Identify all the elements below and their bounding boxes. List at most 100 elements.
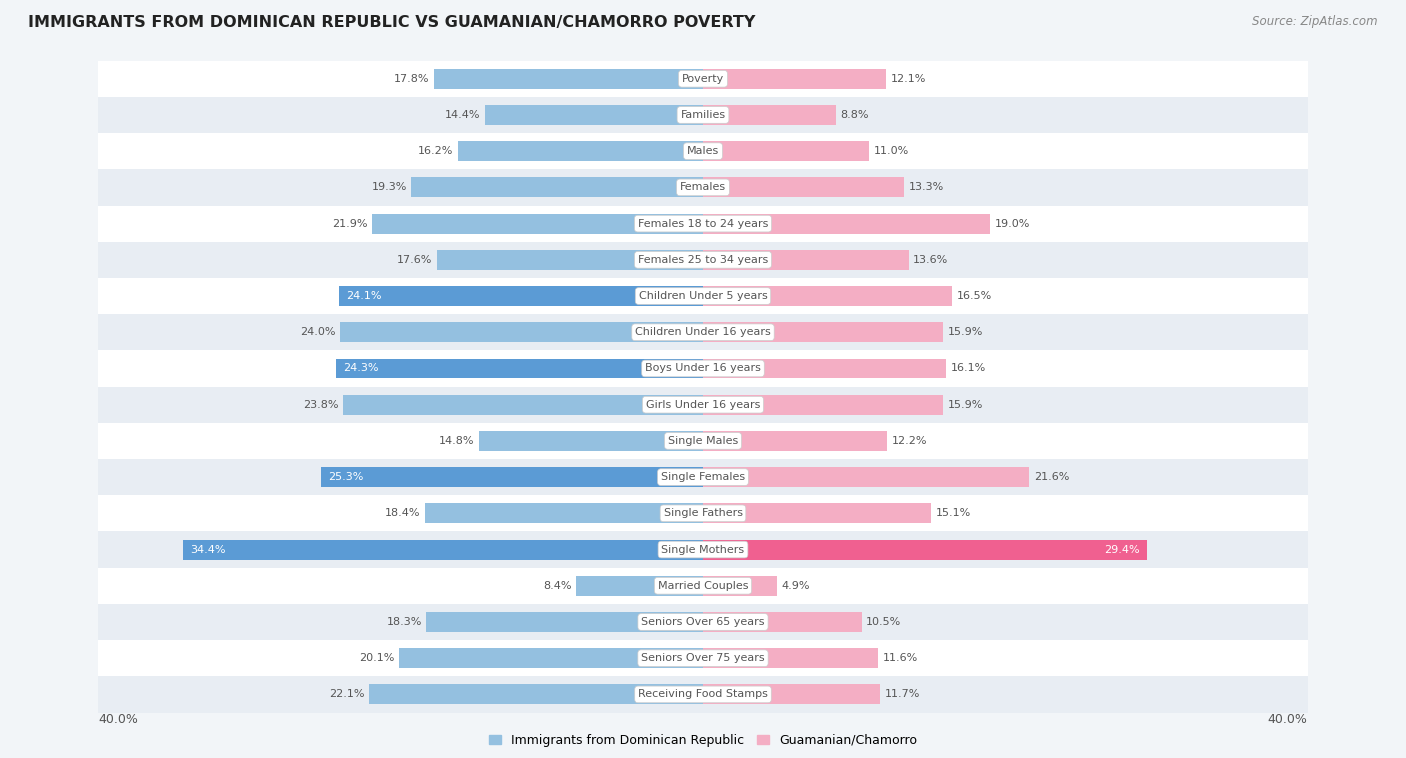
Bar (339, 286, 703, 306)
Bar (703, 503, 931, 523)
Bar (425, 503, 703, 523)
Bar (703, 359, 946, 378)
Bar (703, 141, 869, 161)
Text: 17.8%: 17.8% (394, 74, 429, 83)
Bar (98, 387, 1308, 423)
Text: 25.3%: 25.3% (328, 472, 364, 482)
Bar (399, 648, 703, 668)
Text: 21.9%: 21.9% (332, 218, 367, 229)
Text: 8.4%: 8.4% (543, 581, 571, 590)
Text: Children Under 5 years: Children Under 5 years (638, 291, 768, 301)
Bar (98, 133, 1308, 169)
Text: 40.0%: 40.0% (98, 713, 138, 725)
Text: 17.6%: 17.6% (396, 255, 433, 265)
Bar (703, 684, 880, 704)
Bar (703, 214, 990, 233)
Text: 11.7%: 11.7% (884, 690, 920, 700)
Text: IMMIGRANTS FROM DOMINICAN REPUBLIC VS GUAMANIAN/CHAMORRO POVERTY: IMMIGRANTS FROM DOMINICAN REPUBLIC VS GU… (28, 15, 755, 30)
Text: 15.9%: 15.9% (948, 327, 983, 337)
Text: Families: Families (681, 110, 725, 120)
Bar (321, 467, 703, 487)
Text: 16.1%: 16.1% (950, 364, 986, 374)
Text: 12.2%: 12.2% (891, 436, 928, 446)
Bar (434, 69, 703, 89)
Text: 22.1%: 22.1% (329, 690, 364, 700)
Bar (703, 177, 904, 197)
Bar (703, 648, 879, 668)
Bar (485, 105, 703, 125)
Legend: Immigrants from Dominican Republic, Guamanian/Chamorro: Immigrants from Dominican Republic, Guam… (484, 728, 922, 752)
Text: Single Males: Single Males (668, 436, 738, 446)
Text: 19.0%: 19.0% (994, 218, 1031, 229)
Bar (458, 141, 703, 161)
Bar (98, 676, 1308, 713)
Bar (340, 322, 703, 342)
Text: Boys Under 16 years: Boys Under 16 years (645, 364, 761, 374)
Bar (98, 314, 1308, 350)
Text: 34.4%: 34.4% (191, 544, 226, 555)
Text: 40.0%: 40.0% (1268, 713, 1308, 725)
Text: Girls Under 16 years: Girls Under 16 years (645, 399, 761, 409)
Bar (98, 169, 1308, 205)
Bar (98, 350, 1308, 387)
Bar (98, 278, 1308, 314)
Bar (426, 612, 703, 632)
Text: Poverty: Poverty (682, 74, 724, 83)
Text: Receiving Food Stamps: Receiving Food Stamps (638, 690, 768, 700)
Text: 23.8%: 23.8% (304, 399, 339, 409)
Bar (703, 576, 778, 596)
Text: 13.6%: 13.6% (912, 255, 948, 265)
Bar (98, 242, 1308, 278)
Text: 18.4%: 18.4% (385, 509, 420, 518)
Text: 18.3%: 18.3% (387, 617, 422, 627)
Bar (437, 250, 703, 270)
Bar (98, 423, 1308, 459)
Bar (98, 495, 1308, 531)
Bar (98, 604, 1308, 640)
Text: 29.4%: 29.4% (1104, 544, 1140, 555)
Bar (98, 97, 1308, 133)
Bar (98, 640, 1308, 676)
Text: 16.2%: 16.2% (418, 146, 454, 156)
Bar (703, 105, 837, 125)
Text: 14.8%: 14.8% (439, 436, 475, 446)
Text: 11.6%: 11.6% (883, 653, 918, 663)
Bar (98, 459, 1308, 495)
Text: 8.8%: 8.8% (841, 110, 869, 120)
Text: Single Fathers: Single Fathers (664, 509, 742, 518)
Text: 11.0%: 11.0% (873, 146, 910, 156)
Text: 4.9%: 4.9% (782, 581, 810, 590)
Text: Seniors Over 75 years: Seniors Over 75 years (641, 653, 765, 663)
Text: 14.4%: 14.4% (446, 110, 481, 120)
Text: 15.9%: 15.9% (948, 399, 983, 409)
Bar (703, 431, 887, 451)
Text: Females 18 to 24 years: Females 18 to 24 years (638, 218, 768, 229)
Bar (703, 286, 952, 306)
Text: Females 25 to 34 years: Females 25 to 34 years (638, 255, 768, 265)
Text: 24.0%: 24.0% (301, 327, 336, 337)
Text: Source: ZipAtlas.com: Source: ZipAtlas.com (1253, 15, 1378, 28)
Text: Single Females: Single Females (661, 472, 745, 482)
Bar (98, 205, 1308, 242)
Bar (703, 395, 943, 415)
Bar (703, 467, 1029, 487)
Bar (98, 531, 1308, 568)
Bar (703, 322, 943, 342)
Bar (479, 431, 703, 451)
Text: 13.3%: 13.3% (908, 183, 943, 193)
Bar (368, 684, 703, 704)
Bar (336, 359, 703, 378)
Bar (703, 69, 886, 89)
Text: 19.3%: 19.3% (371, 183, 406, 193)
Text: 20.1%: 20.1% (360, 653, 395, 663)
Text: 21.6%: 21.6% (1033, 472, 1070, 482)
Bar (373, 214, 703, 233)
Bar (576, 576, 703, 596)
Bar (98, 568, 1308, 604)
Bar (703, 540, 1147, 559)
Text: Females: Females (681, 183, 725, 193)
Bar (703, 250, 908, 270)
Text: 16.5%: 16.5% (957, 291, 993, 301)
Text: 24.1%: 24.1% (346, 291, 382, 301)
Text: 24.3%: 24.3% (343, 364, 378, 374)
